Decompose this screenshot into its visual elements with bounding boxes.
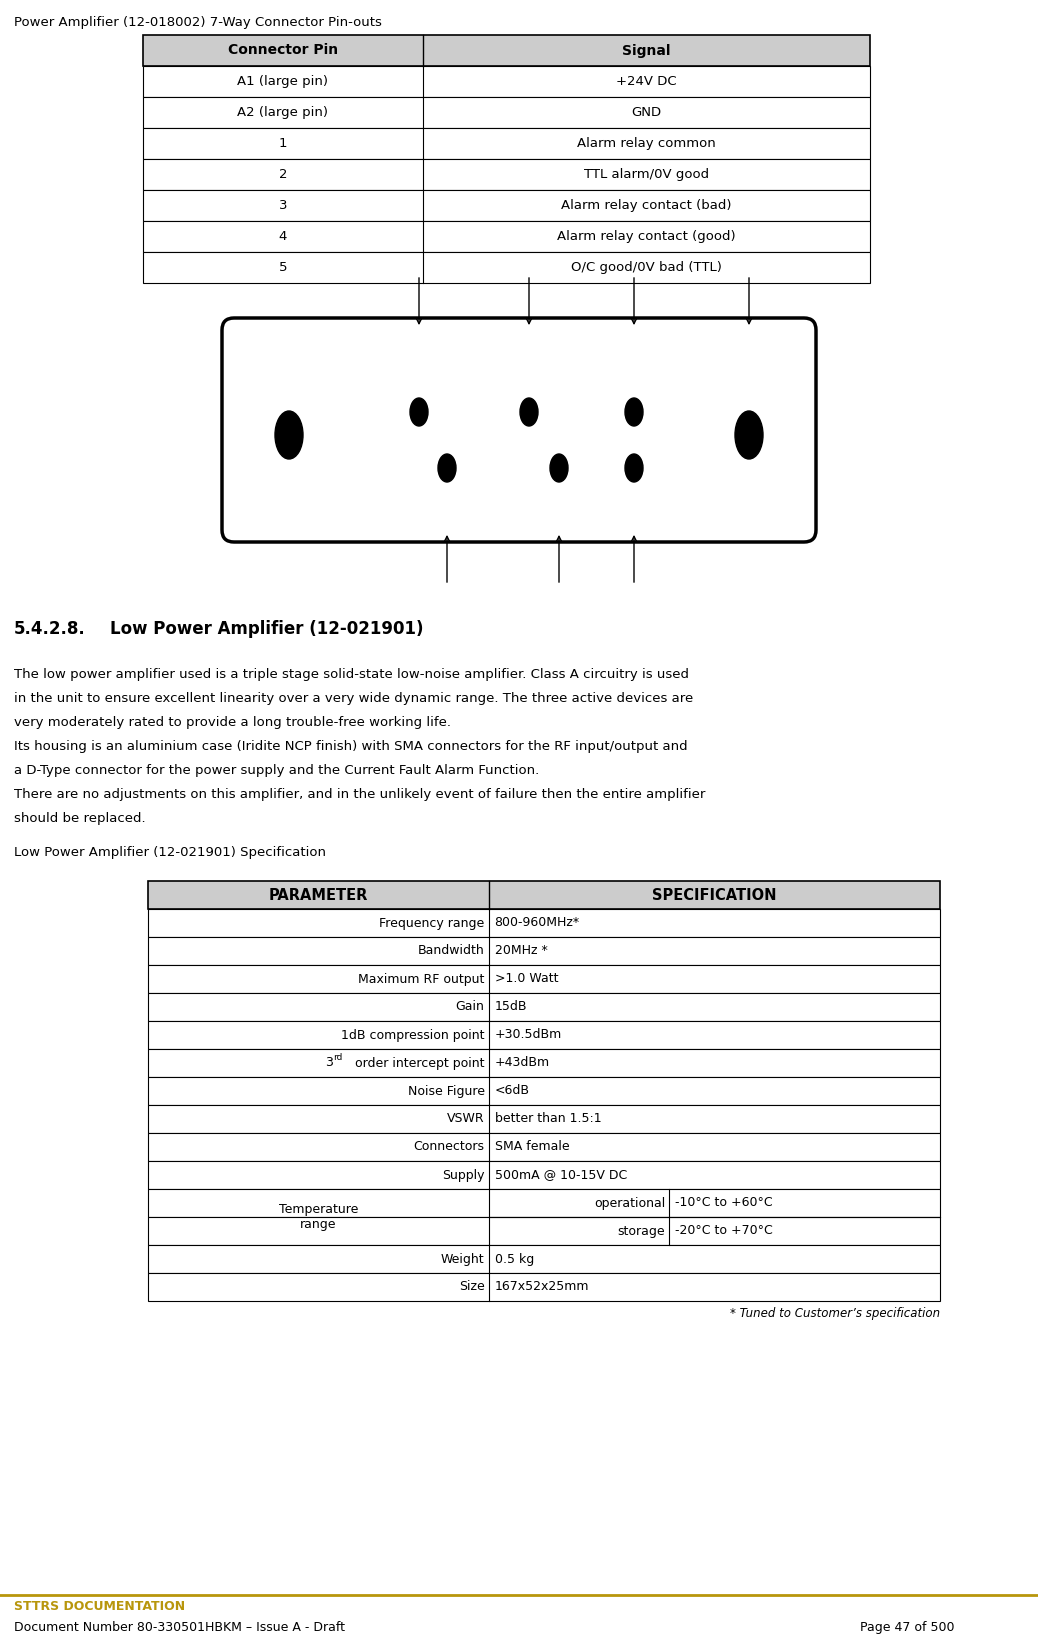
Text: Maximum RF output: Maximum RF output xyxy=(358,973,485,986)
Text: operational: operational xyxy=(594,1196,665,1209)
Text: Bandwidth: Bandwidth xyxy=(418,945,485,958)
Text: 20MHz *: 20MHz * xyxy=(494,945,547,958)
Ellipse shape xyxy=(410,398,428,426)
Text: Its housing is an aluminium case (Iridite NCP finish) with SMA connectors for th: Its housing is an aluminium case (Iridit… xyxy=(13,740,687,753)
Bar xyxy=(148,1161,940,1189)
Text: 4: 4 xyxy=(279,229,288,242)
Text: A1 (large pin): A1 (large pin) xyxy=(238,75,328,88)
Ellipse shape xyxy=(438,454,456,482)
Ellipse shape xyxy=(275,411,303,459)
Bar xyxy=(148,1048,940,1078)
Text: * Tuned to Customer’s specification: * Tuned to Customer’s specification xyxy=(730,1307,940,1320)
Text: +43dBm: +43dBm xyxy=(494,1057,550,1070)
Text: Signal: Signal xyxy=(622,44,671,57)
Text: better than 1.5:1: better than 1.5:1 xyxy=(494,1112,601,1125)
Text: Alarm relay contact (bad): Alarm relay contact (bad) xyxy=(562,198,732,211)
Text: Gain: Gain xyxy=(456,1001,485,1014)
Text: Power Amplifier (12-018002) 7-Way Connector Pin-outs: Power Amplifier (12-018002) 7-Way Connec… xyxy=(13,16,382,29)
Text: Low Power Amplifier (12-021901): Low Power Amplifier (12-021901) xyxy=(110,621,424,637)
Bar xyxy=(148,1020,940,1048)
Bar xyxy=(148,965,940,993)
Text: rd: rd xyxy=(333,1053,343,1063)
Bar xyxy=(148,1217,940,1245)
Bar xyxy=(143,190,870,221)
Text: in the unit to ensure excellent linearity over a very wide dynamic range. The th: in the unit to ensure excellent linearit… xyxy=(13,691,693,704)
Bar xyxy=(148,909,940,937)
Bar xyxy=(143,128,870,159)
Bar xyxy=(148,1133,940,1161)
Ellipse shape xyxy=(520,398,538,426)
Text: 3: 3 xyxy=(278,198,288,211)
Text: storage: storage xyxy=(618,1225,665,1237)
Ellipse shape xyxy=(735,411,763,459)
Text: >1.0 Watt: >1.0 Watt xyxy=(494,973,558,986)
Bar xyxy=(148,1245,940,1273)
Text: Alarm relay common: Alarm relay common xyxy=(577,138,716,151)
Text: PARAMETER: PARAMETER xyxy=(269,888,367,903)
Text: 1: 1 xyxy=(278,138,288,151)
Text: 15dB: 15dB xyxy=(494,1001,527,1014)
Text: Document Number 80-330501HBKM – Issue A - Draft: Document Number 80-330501HBKM – Issue A … xyxy=(13,1622,345,1635)
Text: +30.5dBm: +30.5dBm xyxy=(494,1029,562,1042)
Text: A2 (large pin): A2 (large pin) xyxy=(238,106,328,120)
Text: Page 47 of 500: Page 47 of 500 xyxy=(861,1622,955,1635)
Text: +24V DC: +24V DC xyxy=(617,75,677,88)
Text: VSWR: VSWR xyxy=(447,1112,485,1125)
Text: 3: 3 xyxy=(326,1057,333,1070)
Text: Connector Pin: Connector Pin xyxy=(228,44,338,57)
Text: There are no adjustments on this amplifier, and in the unlikely event of failure: There are no adjustments on this amplifi… xyxy=(13,788,706,801)
Bar xyxy=(143,221,870,252)
Text: a D-Type connector for the power supply and the Current Fault Alarm Function.: a D-Type connector for the power supply … xyxy=(13,763,540,776)
Text: -20°C to +70°C: -20°C to +70°C xyxy=(675,1225,773,1237)
Text: 167x52x25mm: 167x52x25mm xyxy=(494,1281,589,1294)
Text: 2: 2 xyxy=(278,169,288,182)
Text: O/C good/0V bad (TTL): O/C good/0V bad (TTL) xyxy=(571,260,721,274)
Text: 800-960MHz*: 800-960MHz* xyxy=(494,917,579,929)
Text: 5.4.2.8.: 5.4.2.8. xyxy=(13,621,86,637)
Bar xyxy=(143,66,870,97)
Text: Weight: Weight xyxy=(441,1253,485,1266)
Ellipse shape xyxy=(625,454,643,482)
Bar xyxy=(148,1106,940,1133)
Text: 1dB compression point: 1dB compression point xyxy=(342,1029,485,1042)
Text: Size: Size xyxy=(459,1281,485,1294)
Text: Low Power Amplifier (12-021901) Specification: Low Power Amplifier (12-021901) Specific… xyxy=(13,845,326,858)
Text: 5: 5 xyxy=(278,260,288,274)
Text: Connectors: Connectors xyxy=(413,1140,485,1153)
Text: Frequency range: Frequency range xyxy=(379,917,485,929)
Bar xyxy=(148,1273,940,1301)
Text: <6dB: <6dB xyxy=(494,1084,529,1097)
Bar xyxy=(148,1189,940,1217)
Text: -10°C to +60°C: -10°C to +60°C xyxy=(675,1196,772,1209)
Text: GND: GND xyxy=(631,106,661,120)
Text: Noise Figure: Noise Figure xyxy=(408,1084,485,1097)
Bar xyxy=(148,1078,940,1106)
Text: should be replaced.: should be replaced. xyxy=(13,812,145,826)
Ellipse shape xyxy=(625,398,643,426)
Ellipse shape xyxy=(550,454,568,482)
Text: very moderately rated to provide a long trouble-free working life.: very moderately rated to provide a long … xyxy=(13,716,450,729)
Text: order intercept point: order intercept point xyxy=(351,1057,485,1070)
Bar xyxy=(143,97,870,128)
Text: 500mA @ 10-15V DC: 500mA @ 10-15V DC xyxy=(494,1168,627,1181)
Bar xyxy=(148,881,940,909)
Bar xyxy=(148,937,940,965)
Bar xyxy=(143,252,870,283)
Text: Alarm relay contact (good): Alarm relay contact (good) xyxy=(557,229,736,242)
FancyBboxPatch shape xyxy=(222,318,816,542)
Text: 0.5 kg: 0.5 kg xyxy=(494,1253,534,1266)
Bar xyxy=(143,159,870,190)
Text: SMA female: SMA female xyxy=(494,1140,569,1153)
Text: Temperature
range: Temperature range xyxy=(278,1202,358,1232)
Text: STTRS DOCUMENTATION: STTRS DOCUMENTATION xyxy=(13,1600,185,1613)
Text: SPECIFICATION: SPECIFICATION xyxy=(652,888,776,903)
Bar xyxy=(143,34,870,66)
Bar xyxy=(148,993,940,1020)
Text: Supply: Supply xyxy=(442,1168,485,1181)
Text: TTL alarm/0V good: TTL alarm/0V good xyxy=(584,169,709,182)
Text: The low power amplifier used is a triple stage solid-state low-noise amplifier. : The low power amplifier used is a triple… xyxy=(13,668,689,681)
